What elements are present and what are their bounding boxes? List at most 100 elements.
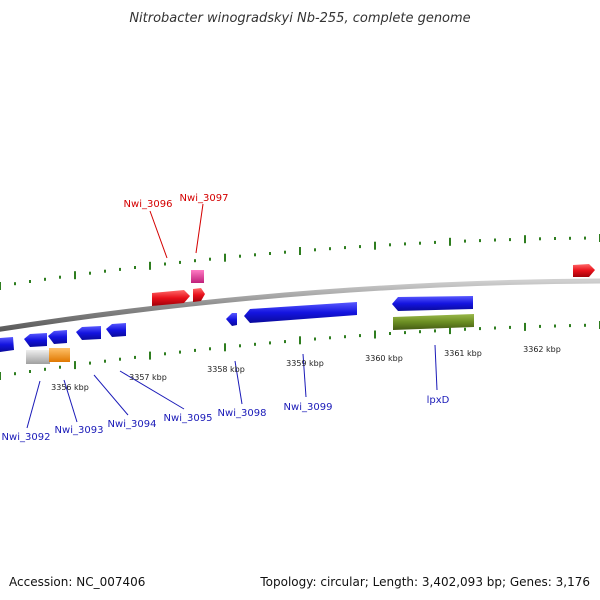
inner-tick-mark [404,331,406,335]
outer-tick-mark [44,277,46,281]
gene-nwi-3094[interactable] [76,326,101,340]
inner-tick-mark [284,340,286,344]
gene-label-nwi-3092[interactable]: Nwi_3092 [2,432,51,443]
genome-summary-text: Topology: circular; Length: 3,402,093 bp… [259,575,590,589]
inner-tick-mark [464,327,466,331]
scale-label-3358: 3358 kbp [207,365,245,374]
outer-tick-mark [29,280,31,283]
gene-nwi-3095[interactable] [106,323,126,337]
outer-tick-mark [224,253,226,262]
inner-tick-mark [509,325,511,329]
outer-tick-mark [554,237,556,240]
gene-label-nwi-3098[interactable]: Nwi_3098 [218,408,267,419]
inner-tick-mark [359,334,361,338]
outer-tick-mark [404,242,406,246]
outer-tick-mark [209,257,211,261]
gene-lpxd[interactable] [392,296,473,311]
outer-tick-mark [389,243,391,247]
feature-gray[interactable] [26,350,50,364]
scale-label-3361: 3361 kbp [444,349,482,358]
inner-tick-mark [104,359,106,363]
inner-tick-mark [539,324,541,328]
outer-tick-mark [449,237,451,246]
outer-tick-mark [434,240,436,244]
inner-tick-mark [44,367,46,371]
outer-tick-mark [59,275,61,279]
inner-tick-mark [254,342,256,346]
outer-tick-mark [164,262,166,266]
inner-tick-mark [554,324,556,328]
outer-tick-mark [479,239,481,243]
outer-tick-mark [239,254,241,258]
outer-tick-mark [134,266,136,269]
map-title: Nitrobacter winogradskyi Nb-255, complet… [129,11,470,26]
scale-labels: 3356 kbp 3357 kbp 3358 kbp 3359 kbp 3360… [51,345,561,392]
gene-nwi-3099[interactable] [244,302,357,323]
inner-tick-mark [119,357,121,361]
inner-tick-row [0,321,600,380]
gene-nwi-3098[interactable] [226,313,237,326]
outer-tick-mark [344,246,346,250]
gene-nwi-3097[interactable] [193,288,205,302]
outer-tick-mark [74,271,76,280]
inner-tick-mark [494,326,496,330]
outer-tick-mark [509,238,511,242]
inner-tick-mark [584,323,586,327]
scale-label-3360: 3360 kbp [365,354,403,363]
outer-tick-mark [89,271,91,275]
gene-label-lpxd[interactable]: lpxD [427,395,450,406]
gene-right-edge-forward[interactable] [573,264,595,277]
inner-tick-mark [74,361,76,370]
gene-label-nwi-3095[interactable]: Nwi_3095 [164,413,213,424]
inner-tick-mark [344,335,346,339]
inner-tick-mark [419,330,421,334]
inner-tick-mark [179,350,181,354]
inner-tick-mark [524,322,526,331]
feature-orange[interactable] [49,348,70,362]
gene-labels: Nwi_3096 Nwi_3097 Nwi_3092 Nwi_3093 Nwi_… [2,193,450,443]
gene-label-nwi-3096[interactable]: Nwi_3096 [124,199,173,210]
outer-tick-mark [14,282,16,286]
label-leaders [26,203,438,429]
inner-tick-mark [164,352,166,356]
outer-tick-mark [584,236,586,240]
outer-tick-mark [0,282,1,290]
gene-nwi-3093[interactable] [48,330,67,344]
gene-left-edge-reverse[interactable] [0,337,14,352]
inner-tick-mark [434,329,436,333]
inner-tick-mark [59,365,61,369]
inner-tick-mark [329,336,331,340]
gene-pink-feature[interactable] [191,270,204,283]
outer-tick-mark [314,248,316,252]
gene-nwi-3092[interactable] [24,333,47,347]
outer-tick-mark [539,237,541,241]
inner-tick-mark [314,337,316,341]
gene-nwi-3096[interactable] [152,290,190,306]
outer-tick-mark [254,253,256,257]
gene-label-nwi-3093[interactable]: Nwi_3093 [55,425,104,436]
gene-label-nwi-3097[interactable]: Nwi_3097 [180,193,229,204]
outer-tick-mark [569,236,571,240]
outer-tick-mark [524,235,526,244]
outer-tick-mark [464,239,466,243]
inner-tick-mark [299,336,301,345]
gene-label-nwi-3094[interactable]: Nwi_3094 [108,419,157,430]
scale-label-3356: 3356 kbp [51,383,89,392]
inner-tick-mark [569,324,571,328]
outer-tick-mark [284,250,286,254]
outer-tick-mark [104,269,106,273]
genome-backbone [0,278,600,332]
outer-tick-mark [494,238,496,242]
inner-tick-mark [134,355,136,359]
outer-tick-mark [149,261,151,270]
outer-tick-mark [179,260,181,264]
inner-tick-mark [0,372,1,380]
feature-olive-lpxd[interactable] [393,314,474,330]
inner-tick-mark [269,341,271,345]
gene-label-nwi-3099[interactable]: Nwi_3099 [284,402,333,413]
inner-tick-mark [374,330,376,339]
scale-label-3357: 3357 kbp [129,373,167,382]
inner-tick-mark [14,372,16,376]
